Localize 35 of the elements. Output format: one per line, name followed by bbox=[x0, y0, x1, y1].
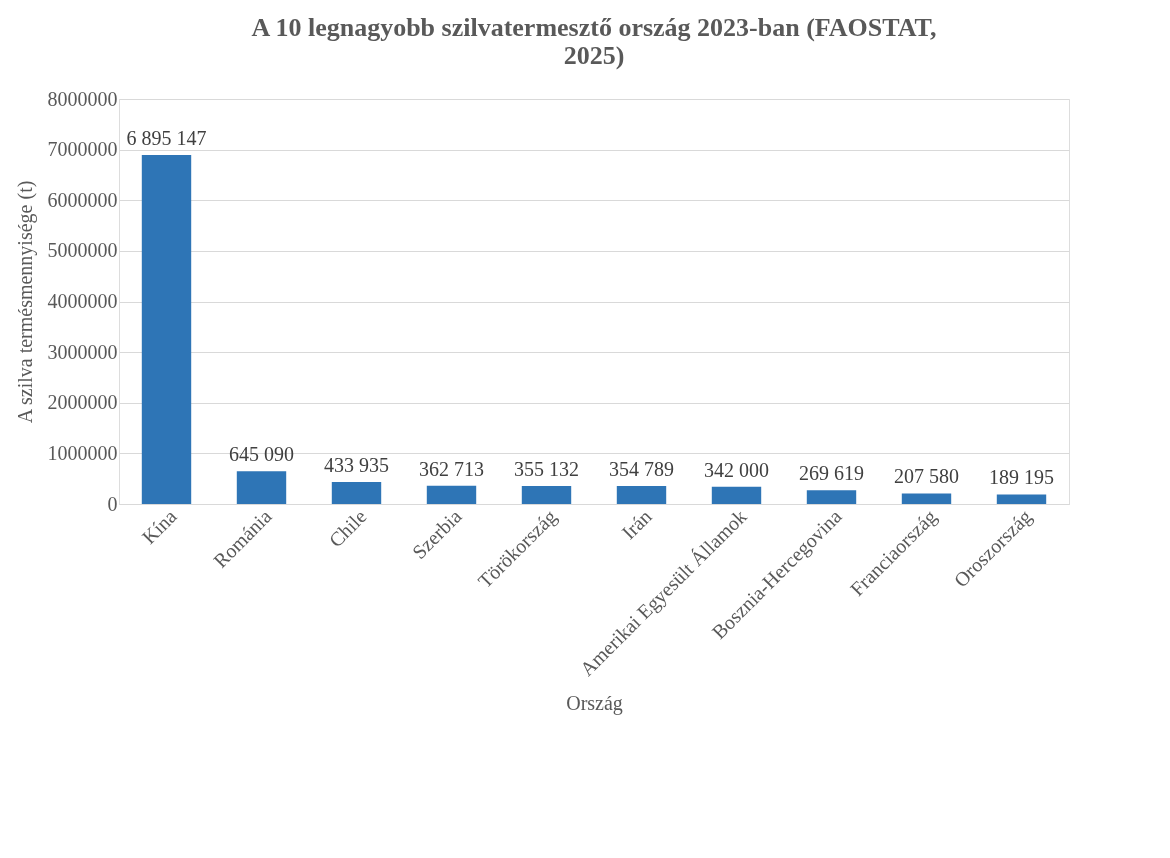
data-label: 355 132 bbox=[514, 458, 579, 481]
x-axis-title: Ország bbox=[566, 692, 623, 716]
data-label: 362 713 bbox=[419, 457, 484, 480]
bar bbox=[996, 494, 1047, 504]
y-tick-label: 8000000 bbox=[47, 87, 118, 110]
y-axis-title: A szilva termésmennyisége (t) bbox=[13, 180, 37, 424]
bar bbox=[331, 482, 382, 504]
chart-title: A 10 legnagyobb szilvatermesztő ország 2023-ban (FAOSTAT, 2025) bbox=[251, 13, 937, 70]
bar bbox=[521, 486, 572, 504]
y-tick-label: 2000000 bbox=[47, 391, 118, 414]
y-tick-label: 7000000 bbox=[47, 138, 118, 161]
data-label: 645 090 bbox=[229, 443, 294, 466]
bar bbox=[426, 485, 477, 504]
bar bbox=[616, 486, 667, 504]
y-tick-label: 6000000 bbox=[47, 188, 118, 211]
data-label: 6 895 147 bbox=[126, 126, 207, 149]
bar bbox=[711, 486, 762, 504]
bar bbox=[806, 490, 857, 504]
y-tick-label: 0 bbox=[107, 492, 118, 515]
y-tick-label: 3000000 bbox=[47, 340, 118, 363]
bar bbox=[236, 471, 287, 504]
bar bbox=[141, 154, 192, 504]
x-tick-label: Chile bbox=[324, 505, 371, 552]
data-label: 354 789 bbox=[609, 458, 674, 481]
y-tick-label: 4000000 bbox=[47, 290, 118, 312]
data-label: 433 935 bbox=[324, 454, 389, 477]
y-tick-label: 5000000 bbox=[47, 239, 118, 262]
x-tick-label: Irán bbox=[617, 505, 656, 544]
x-tick-label: Kína bbox=[137, 505, 181, 549]
bar bbox=[901, 493, 952, 504]
data-label: 269 619 bbox=[799, 462, 864, 485]
data-label: 189 195 bbox=[989, 466, 1054, 489]
y-tick-label: 1000000 bbox=[47, 441, 118, 464]
data-label: 207 580 bbox=[894, 465, 959, 488]
data-label: 342 000 bbox=[704, 458, 769, 481]
